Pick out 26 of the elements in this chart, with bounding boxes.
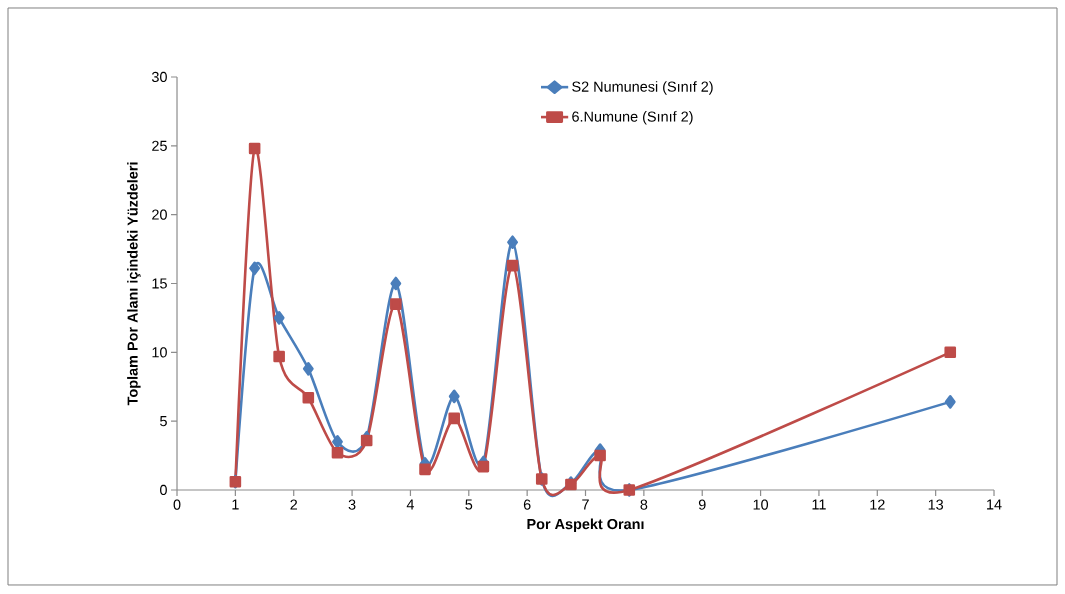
x-tick-label: 0 <box>173 499 181 510</box>
x-tick-label: 7 <box>582 499 589 510</box>
x-tick-label: 8 <box>640 499 648 510</box>
x-tick-label: 9 <box>698 499 706 510</box>
x-axis-title: Por Aspekt Oranı <box>527 518 644 533</box>
y-tick-label: 25 <box>152 140 167 151</box>
x-tick-label: 4 <box>406 499 415 510</box>
x-tick-label: 12 <box>870 499 885 510</box>
x-tick-label: 11 <box>812 499 826 510</box>
y-axis-title: Toplam Por Alanı içindeki Yüzdeleri <box>127 162 141 406</box>
x-tick-label: 14 <box>987 499 1002 510</box>
legend-label: 6.Numune (Sınıf 2) <box>572 111 693 125</box>
x-tick-label: 3 <box>348 499 356 510</box>
legend-label: S2 Numunesi (Sınıf 2) <box>572 81 713 95</box>
y-tick-label: 0 <box>160 484 167 496</box>
x-tick-label: 13 <box>928 499 944 510</box>
x-tick-label: 5 <box>465 499 473 510</box>
y-tick-label: 10 <box>152 347 167 358</box>
x-tick-label: 6 <box>523 499 531 510</box>
x-tick-label: 1 <box>232 499 239 510</box>
y-tick-label: 5 <box>160 416 167 427</box>
x-tick-label: 2 <box>290 499 298 510</box>
x-tick-label: 10 <box>753 499 769 510</box>
y-tick-label: 20 <box>152 209 167 220</box>
y-tick-label: 30 <box>151 71 167 83</box>
y-tick-label: 15 <box>152 278 167 289</box>
